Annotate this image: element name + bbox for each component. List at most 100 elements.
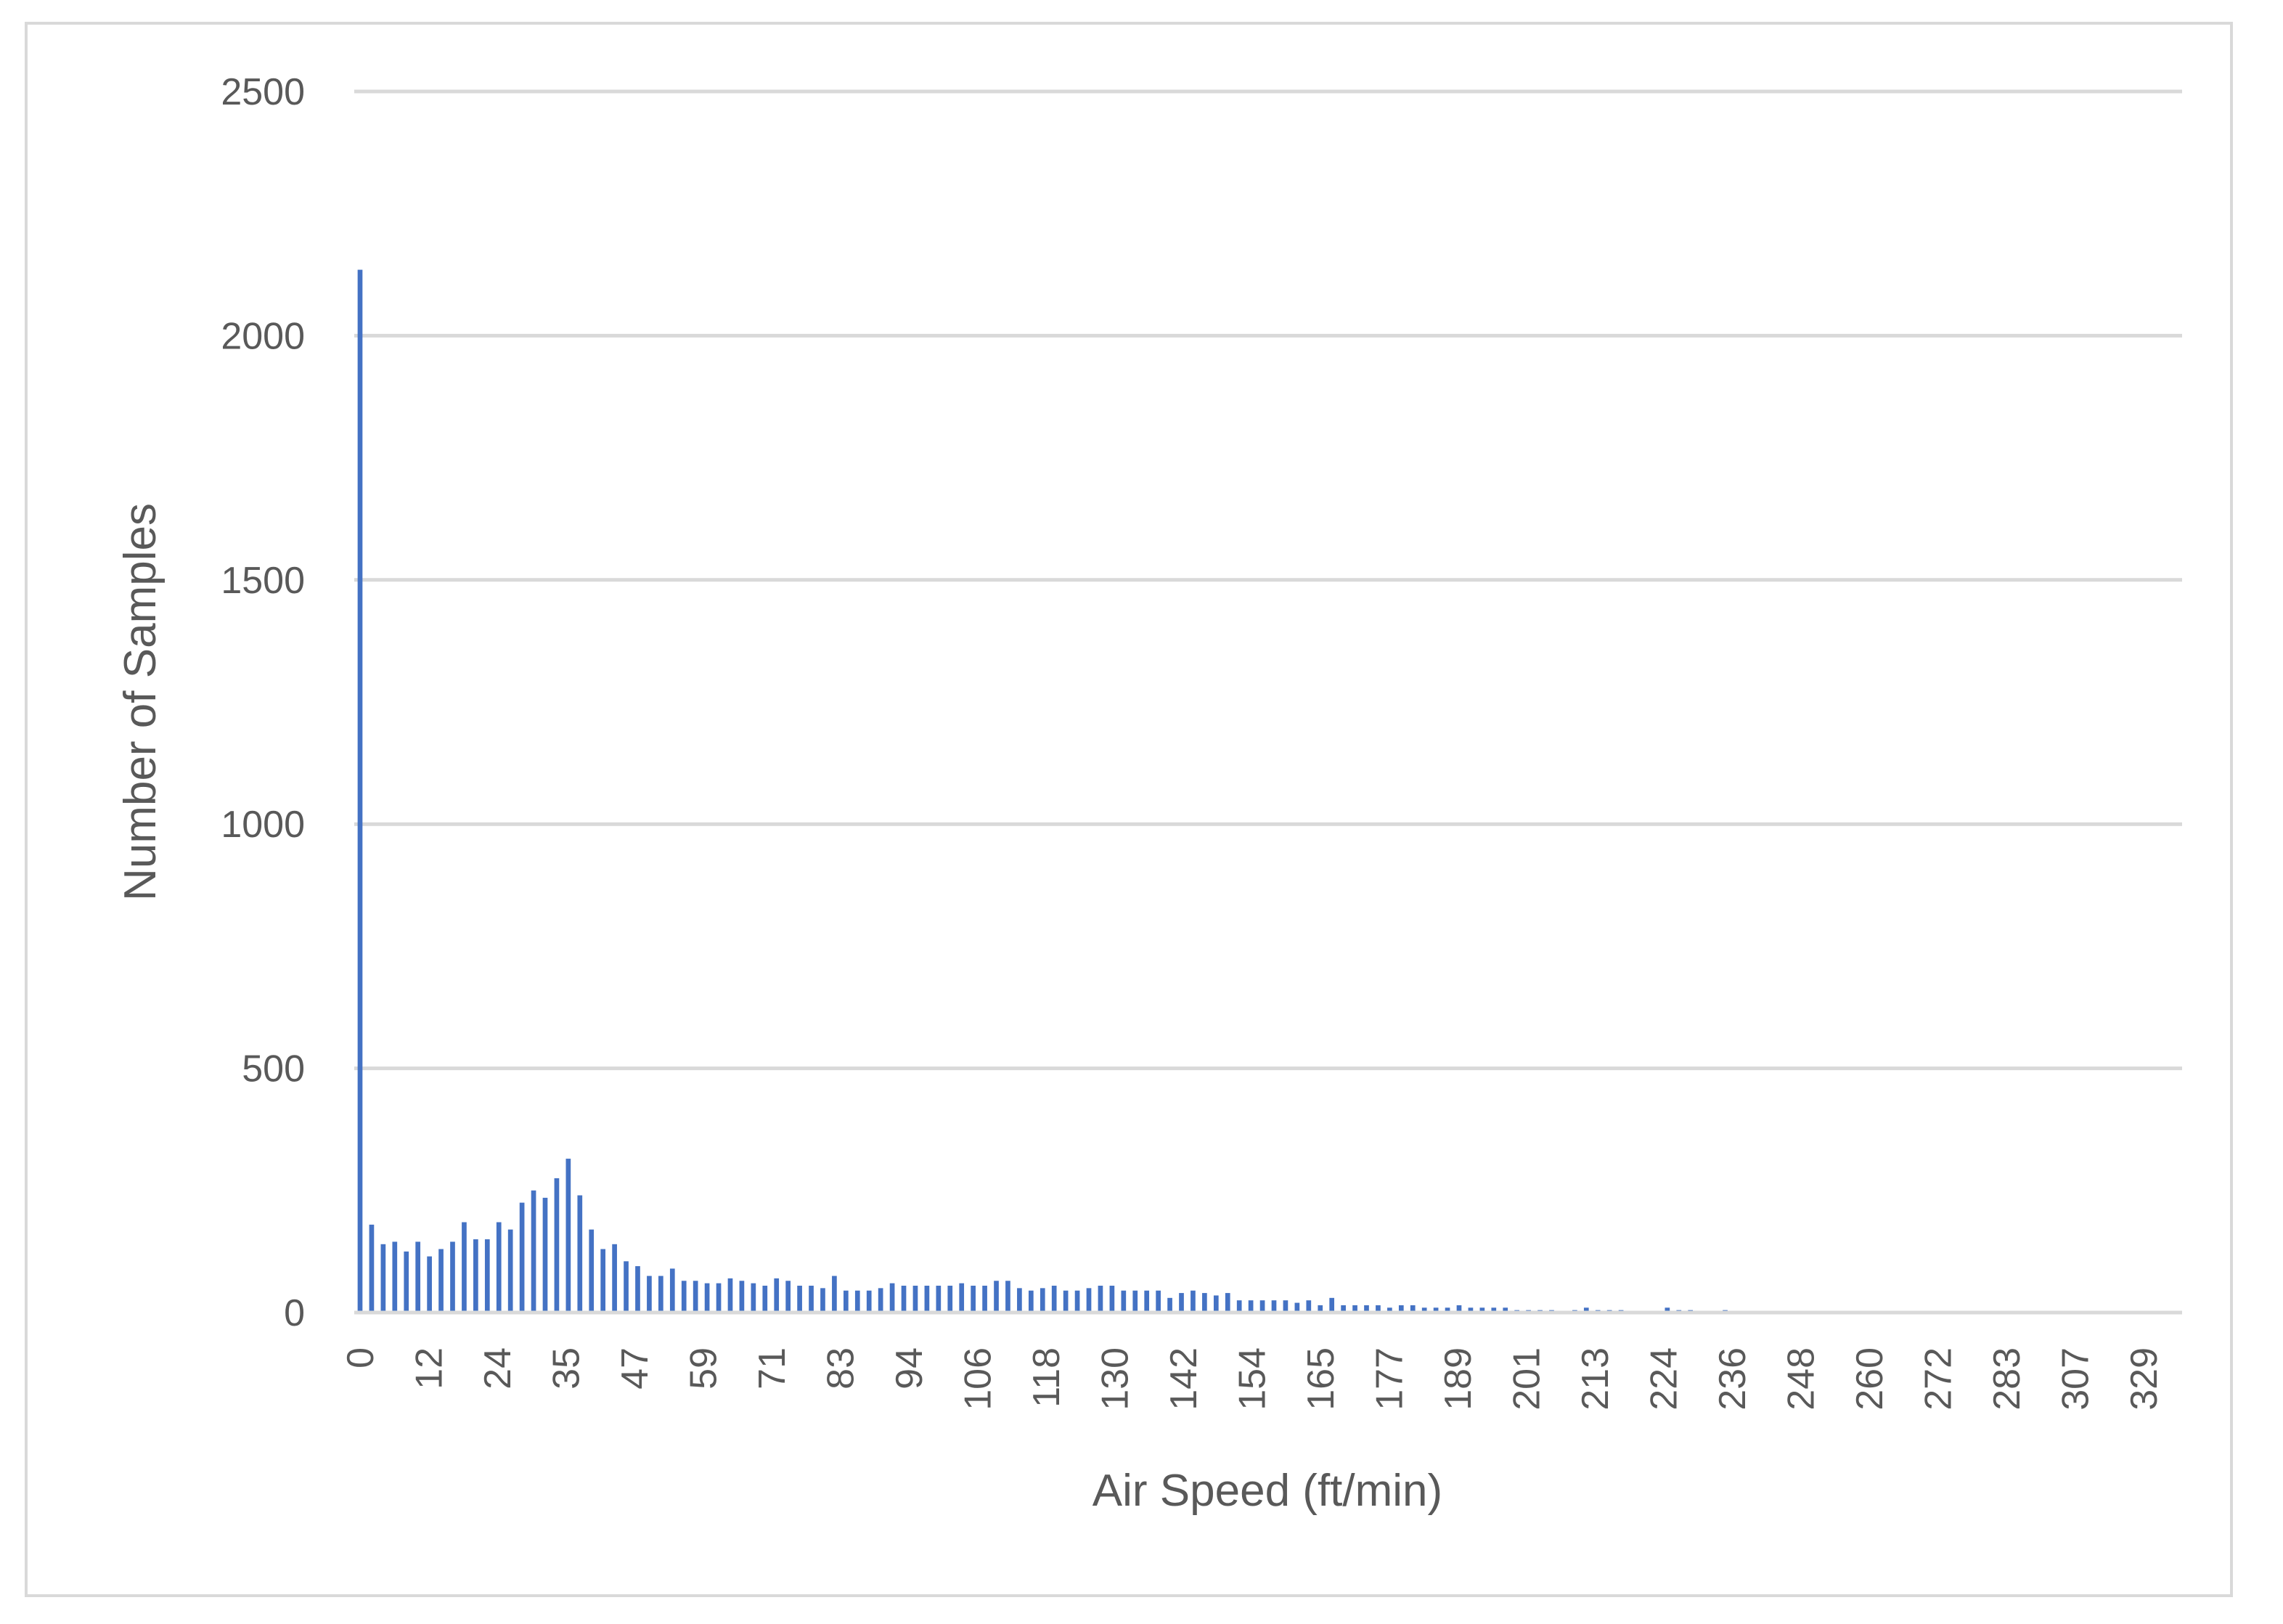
bar xyxy=(357,269,363,1313)
bar xyxy=(1017,1288,1022,1313)
bar xyxy=(565,1159,571,1313)
bar xyxy=(1202,1293,1207,1313)
bar xyxy=(1063,1290,1069,1313)
x-tick-label: 213 xyxy=(1575,1347,1617,1411)
x-tick-label: 165 xyxy=(1300,1347,1342,1411)
bar xyxy=(785,1281,791,1313)
bar xyxy=(1121,1290,1127,1313)
x-tick-label: 260 xyxy=(1849,1347,1891,1411)
bar xyxy=(924,1285,930,1313)
bar xyxy=(1271,1300,1277,1313)
bar xyxy=(669,1268,675,1313)
bar xyxy=(600,1249,606,1313)
bar xyxy=(971,1285,976,1313)
bar xyxy=(1410,1305,1416,1313)
bar xyxy=(1190,1290,1196,1313)
bar xyxy=(1433,1307,1439,1313)
bar xyxy=(647,1276,652,1313)
x-tick-label: 142 xyxy=(1163,1347,1205,1411)
bar xyxy=(1248,1300,1254,1313)
bar xyxy=(1005,1281,1010,1313)
bar xyxy=(1665,1307,1670,1313)
x-tick-label: 35 xyxy=(546,1347,588,1390)
x-tick-label: 12 xyxy=(409,1347,451,1390)
bar xyxy=(519,1202,525,1313)
y-tick-label: 500 xyxy=(242,1048,305,1090)
bar xyxy=(531,1190,536,1313)
bar xyxy=(912,1285,918,1313)
bar xyxy=(658,1276,663,1313)
x-tick-label: 130 xyxy=(1095,1347,1137,1411)
bar xyxy=(1421,1307,1427,1313)
bar xyxy=(462,1222,467,1313)
bar xyxy=(809,1285,814,1313)
bar xyxy=(1376,1305,1381,1313)
bar xyxy=(1074,1290,1080,1313)
bar xyxy=(1445,1307,1450,1313)
bar xyxy=(820,1288,825,1313)
bar xyxy=(1040,1288,1045,1313)
y-tick-label: 1000 xyxy=(221,804,305,846)
y-tick-label: 1500 xyxy=(221,560,305,602)
bar xyxy=(1167,1297,1172,1313)
bar xyxy=(774,1278,780,1313)
bar xyxy=(404,1251,409,1313)
x-tick-labels: 0 12 24 35 47 59 71 83 94 106 118 130 142 154 165 177 18… xyxy=(340,1347,2165,1411)
chart-frame: 0 500 1000 1500 2000 2500 0 12 24 35 47 59 71 83 94 10… xyxy=(25,22,2233,1597)
bar xyxy=(1213,1295,1219,1313)
y-tick-label: 2500 xyxy=(221,71,305,113)
bar xyxy=(380,1244,386,1313)
bar xyxy=(878,1288,883,1313)
bar xyxy=(1341,1305,1346,1313)
x-tick-label: 118 xyxy=(1026,1347,1068,1408)
bar xyxy=(1456,1305,1462,1313)
x-tick-label: 224 xyxy=(1643,1347,1686,1411)
bar xyxy=(843,1290,849,1313)
x-tick-label: 177 xyxy=(1369,1347,1411,1411)
gridlines xyxy=(354,89,2182,1071)
bar xyxy=(797,1285,802,1313)
x-tick-label: 0 xyxy=(340,1347,382,1368)
x-tick-label: 236 xyxy=(1712,1347,1754,1411)
x-tick-label: 24 xyxy=(477,1347,519,1390)
bar xyxy=(1156,1290,1161,1313)
x-tick-label: 329 xyxy=(2123,1347,2165,1411)
bar xyxy=(635,1266,640,1313)
bar xyxy=(577,1195,583,1313)
bar xyxy=(392,1241,398,1313)
bar xyxy=(1179,1293,1184,1313)
bar xyxy=(1398,1305,1404,1313)
bar xyxy=(1318,1305,1323,1313)
bar xyxy=(1132,1290,1138,1313)
bar xyxy=(473,1239,478,1313)
bar xyxy=(727,1278,733,1313)
bar xyxy=(889,1283,895,1313)
bar xyxy=(1479,1307,1485,1313)
y-tick-label: 2000 xyxy=(221,315,305,357)
x-tick-label: 59 xyxy=(683,1347,725,1390)
bar xyxy=(450,1241,455,1313)
x-tick-label: 248 xyxy=(1781,1347,1823,1411)
bar xyxy=(1329,1297,1335,1313)
bar xyxy=(554,1178,560,1313)
bar xyxy=(1283,1300,1288,1313)
x-tick-label: 307 xyxy=(2055,1347,2097,1411)
x-tick-label: 272 xyxy=(1918,1347,1960,1411)
bar xyxy=(681,1281,687,1313)
bar xyxy=(1491,1307,1497,1313)
bar xyxy=(542,1197,548,1313)
bar xyxy=(1051,1285,1057,1313)
bar xyxy=(484,1239,490,1313)
x-tick-label: 201 xyxy=(1506,1347,1548,1411)
bar xyxy=(1028,1290,1034,1313)
bar xyxy=(1352,1305,1357,1313)
bar xyxy=(994,1281,999,1313)
bar xyxy=(1086,1288,1092,1313)
bar xyxy=(762,1285,768,1313)
bar xyxy=(959,1283,965,1313)
bar xyxy=(947,1285,953,1313)
bar xyxy=(1468,1307,1474,1313)
bar xyxy=(1503,1307,1508,1313)
bar xyxy=(496,1222,502,1313)
bar xyxy=(1109,1285,1115,1313)
